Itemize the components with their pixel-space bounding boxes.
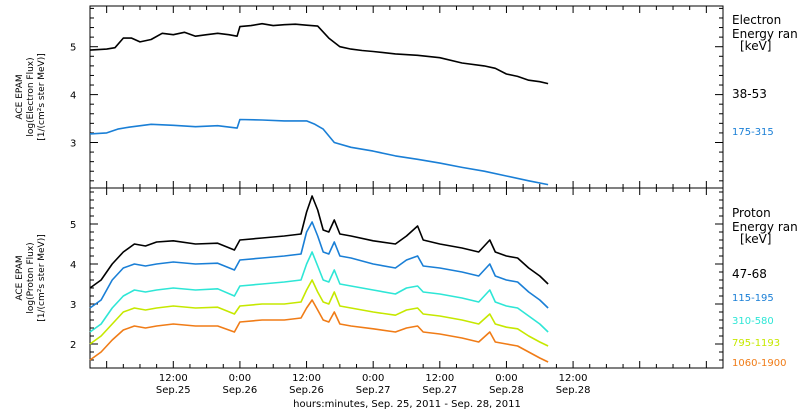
y-tick-label: 3 bbox=[70, 300, 76, 311]
series-line-proton-1 bbox=[89, 195, 549, 289]
y-tick-label: 3 bbox=[70, 139, 76, 150]
y-tick-label: 2 bbox=[70, 340, 76, 351]
electron-y-axis-unit: [1/(cm²s ster MeV)] bbox=[37, 53, 47, 140]
series-line-proton-3 bbox=[89, 251, 549, 333]
proton-legend-series-4: 795-1193 bbox=[732, 338, 780, 349]
x-tick-label-time: 12:00 bbox=[425, 373, 454, 384]
proton-legend-series-5: 1060-1900 bbox=[732, 358, 787, 369]
x-tick-label-date: Sep.28 bbox=[556, 385, 591, 396]
electron-legend-subtitle: Energy ran bbox=[732, 27, 798, 41]
proton-legend-series-1: 47-68 bbox=[732, 267, 767, 281]
electron-legend-series-2: 175-315 bbox=[732, 127, 774, 138]
series-line-proton-5 bbox=[89, 299, 549, 363]
x-tick-label-time: 12:00 bbox=[292, 373, 321, 384]
x-tick-label-date: Sep.27 bbox=[356, 385, 391, 396]
electron-legend-series-1: 38-53 bbox=[732, 87, 767, 101]
x-tick-label-time: 0:00 bbox=[229, 373, 251, 384]
x-tick-label-date: Sep.26 bbox=[289, 385, 324, 396]
x-tick-label-time: 12:00 bbox=[159, 373, 188, 384]
x-tick-label-date: Sep.27 bbox=[422, 385, 457, 396]
proton-legend-subtitle: Energy ran bbox=[732, 220, 798, 234]
x-axis-label: hours:minutes, Sep. 25, 2011 - Sep. 28, … bbox=[293, 399, 521, 410]
y-tick-label: 4 bbox=[70, 91, 76, 102]
electron-y-axis-label: log(Electron Flux) bbox=[26, 57, 36, 136]
x-tick-label-date: Sep.25 bbox=[156, 385, 191, 396]
y-tick-label: 5 bbox=[70, 220, 76, 231]
series-line-proton-4 bbox=[89, 279, 549, 347]
series-line-electron-2 bbox=[89, 118, 549, 186]
x-tick-label-time: 0:00 bbox=[362, 373, 384, 384]
x-tick-label-time: 12:00 bbox=[559, 373, 588, 384]
proton-legend-unit: [keV] bbox=[740, 232, 771, 246]
series-line-proton-2 bbox=[89, 221, 549, 309]
series-line-electron-1 bbox=[89, 22, 549, 85]
y-tick-label: 5 bbox=[70, 43, 76, 54]
electron-legend-title: Electron bbox=[732, 13, 781, 27]
proton-y-axis-label: log(Proton Flux) bbox=[26, 242, 36, 313]
proton-legend-series-2: 115-195 bbox=[732, 293, 774, 304]
proton-legend-title: Proton bbox=[732, 206, 771, 220]
proton-panel-frame bbox=[89, 187, 724, 369]
generated-marks: 12:00Sep.250:00Sep.2612:00Sep.260:00Sep.… bbox=[70, 6, 724, 396]
x-tick-label-time: 0:00 bbox=[495, 373, 517, 384]
electron-legend-unit: [keV] bbox=[740, 39, 771, 53]
electron-instrument-label: ACE EPAM bbox=[15, 74, 25, 119]
x-tick-label-date: Sep.28 bbox=[489, 385, 524, 396]
x-tick-label-date: Sep.26 bbox=[223, 385, 258, 396]
proton-y-axis-unit: [1/(cm²s ster MeV)] bbox=[37, 234, 47, 321]
proton-legend-series-3: 310-580 bbox=[732, 316, 774, 327]
proton-instrument-label: ACE EPAM bbox=[15, 255, 25, 300]
y-tick-label: 4 bbox=[70, 260, 76, 271]
